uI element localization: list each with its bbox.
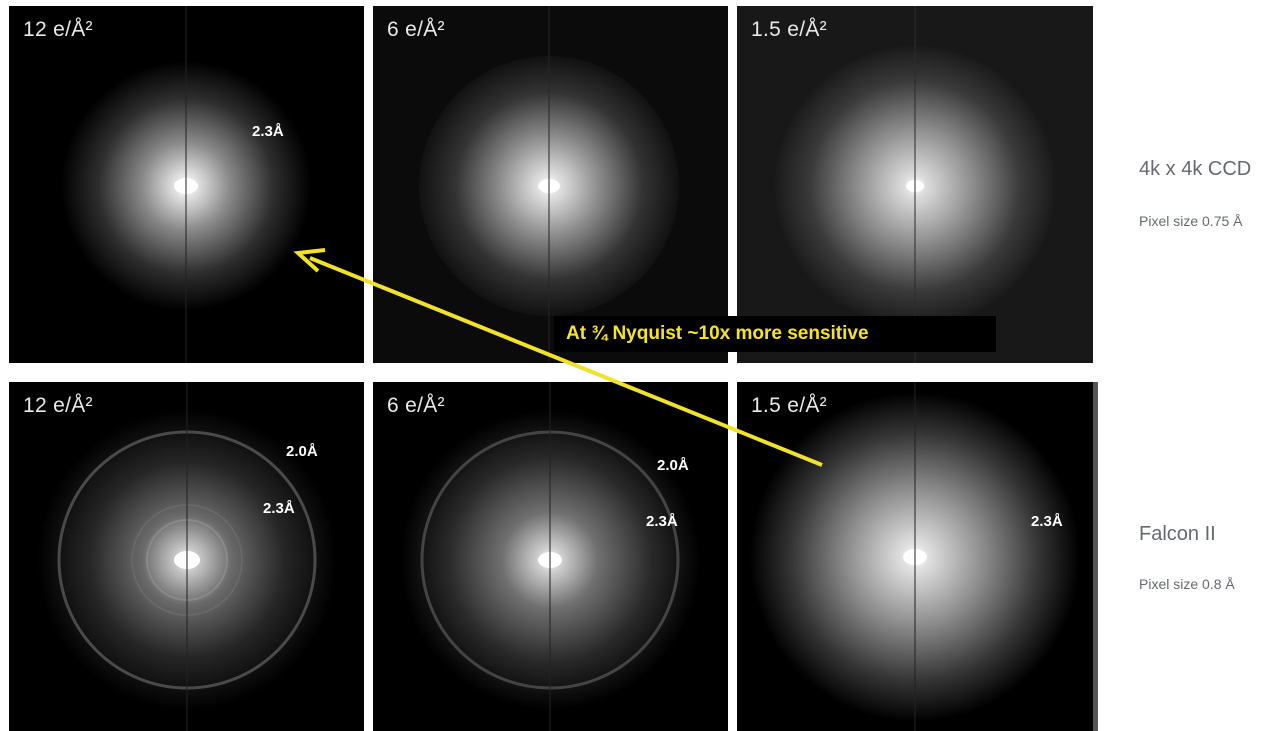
pixel-size-top: Pixel size 0.75 Å (1139, 213, 1243, 229)
sensitivity-callout: At ¾ Nyquist ~10x more sensitive (554, 316, 996, 352)
resolution-label: 2.3Å (1031, 513, 1063, 530)
detector-name-bottom: Falcon II (1139, 523, 1216, 545)
power-spectrum-image (373, 382, 728, 731)
dose-label: 12 e/Å² (23, 18, 93, 41)
fft-panel-ccd-12: 12 e/Å² 2.3Å (9, 6, 364, 363)
power-spectrum-image (373, 6, 728, 363)
dose-label: 6 e/Å² (387, 394, 445, 417)
fft-panel-falcon-12: 12 e/Å² 2.0Å 2.3Å (9, 382, 364, 731)
fft-panel-ccd-1-5: 1.5 e/Å² (737, 6, 1093, 363)
power-spectrum-image (9, 6, 364, 363)
dose-label: 1.5 e/Å² (751, 18, 827, 41)
resolution-label: 2.3Å (263, 500, 295, 517)
dose-label: 1.5 e/Å² (751, 394, 827, 417)
pixel-size-bottom: Pixel size 0.8 Å (1139, 576, 1235, 592)
resolution-label: 2.3Å (646, 513, 678, 530)
callout-text: At ¾ Nyquist ~10x more sensitive (566, 323, 869, 344)
fft-panel-falcon-6: 6 e/Å² 2.0Å 2.3Å (373, 382, 728, 731)
resolution-label: 2.3Å (252, 123, 284, 140)
fft-panel-falcon-1-5: 1.5 e/Å² 2.3Å (737, 382, 1093, 731)
panel-edge (1093, 382, 1098, 731)
power-spectrum-image (9, 382, 364, 731)
fft-panel-ccd-6: 6 e/Å² (373, 6, 728, 363)
detector-name-top: 4k x 4k CCD (1139, 158, 1252, 180)
power-spectrum-image (737, 6, 1093, 363)
resolution-label: 2.0Å (286, 443, 318, 460)
power-spectrum-image (737, 382, 1093, 731)
resolution-label: 2.0Å (657, 457, 689, 474)
dose-label: 12 e/Å² (23, 394, 93, 417)
dose-label: 6 e/Å² (387, 18, 445, 41)
